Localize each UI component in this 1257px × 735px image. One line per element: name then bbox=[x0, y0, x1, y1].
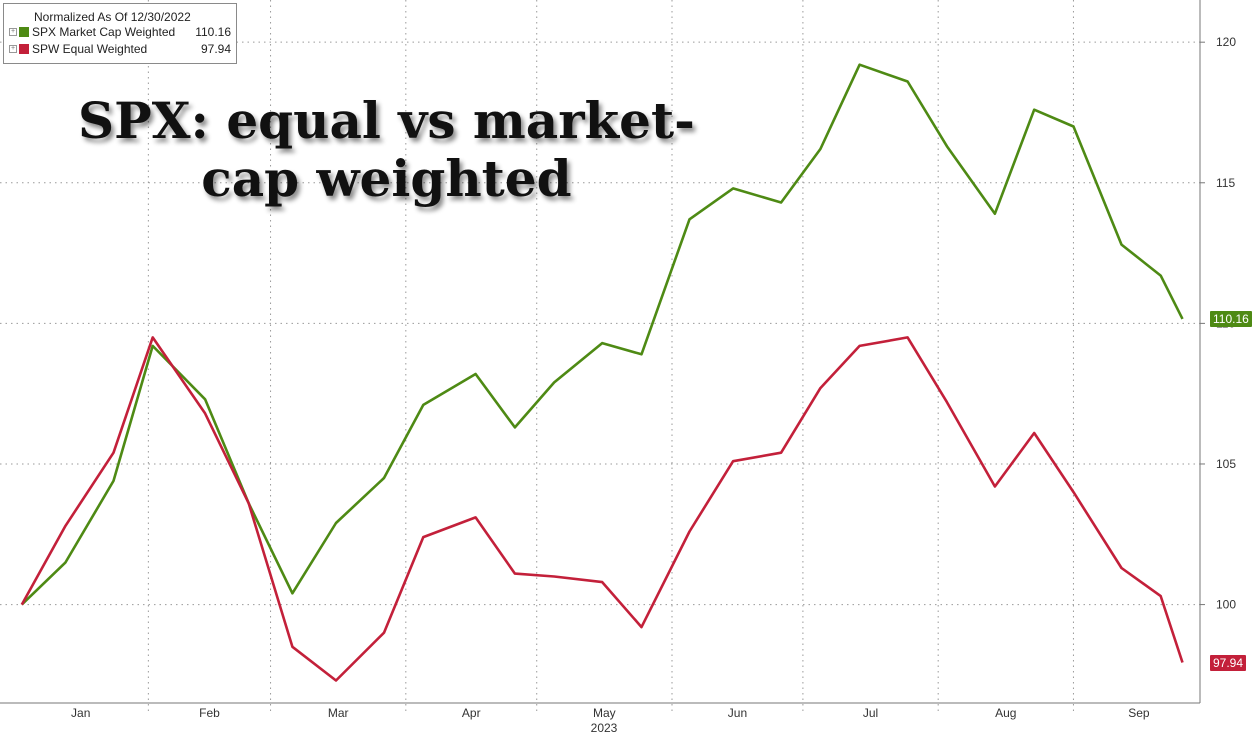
x-tick-label: Jan bbox=[71, 706, 90, 720]
x-axis-ticks: Jan Feb Mar Apr May Jun Jul Aug Sep bbox=[71, 706, 1150, 720]
gridlines bbox=[0, 0, 1200, 713]
headline-line-1: SPX: equal vs market- bbox=[78, 91, 695, 150]
x-tick-label: May bbox=[593, 706, 616, 720]
chart-headline: SPX: equal vs market- cap weighted bbox=[78, 92, 695, 208]
x-tick-label: Jun bbox=[728, 706, 747, 720]
y-tick-label: 115 bbox=[1216, 176, 1235, 190]
series-line-spx bbox=[20, 63, 1184, 606]
chart-legend: Normalized As Of 12/30/2022 + SPX Market… bbox=[3, 3, 237, 64]
y-tick-label: 120 bbox=[1216, 35, 1236, 49]
legend-value-spx: 110.16 bbox=[195, 25, 231, 39]
legend-swatch-spw bbox=[19, 44, 29, 54]
expand-icon[interactable]: + bbox=[9, 45, 17, 53]
x-tick-label: Mar bbox=[328, 706, 349, 720]
expand-icon[interactable]: + bbox=[9, 28, 17, 36]
headline-line-2: cap weighted bbox=[201, 149, 572, 208]
legend-label-spw: SPW Equal Weighted bbox=[32, 42, 148, 56]
legend-item-spx: + SPX Market Cap Weighted 110.16 bbox=[9, 25, 231, 39]
legend-label-spx: SPX Market Cap Weighted bbox=[32, 25, 176, 39]
series-lines bbox=[20, 63, 1184, 682]
x-tick-label: Feb bbox=[199, 706, 220, 720]
legend-header: Normalized As Of 12/30/2022 bbox=[34, 10, 191, 24]
x-tick-label: Apr bbox=[462, 706, 481, 720]
last-value-tag-spx: 110.16 bbox=[1210, 310, 1252, 327]
legend-value-spw: 97.94 bbox=[200, 42, 231, 56]
x-tick-label: Jul bbox=[863, 706, 878, 720]
y-tick-label: 105 bbox=[1216, 457, 1236, 471]
legend-swatch-spx bbox=[19, 27, 29, 37]
last-value-tag-spw: 97.94 bbox=[1210, 654, 1247, 671]
x-tick-label: Sep bbox=[1128, 706, 1150, 720]
legend-item-spw: + SPW Equal Weighted 97.94 bbox=[9, 42, 231, 56]
series-line-spw bbox=[20, 336, 1184, 682]
y-tick-label: 100 bbox=[1216, 598, 1236, 612]
x-axis-title: 2023 bbox=[591, 721, 618, 735]
x-tick-label: Aug bbox=[995, 706, 1016, 720]
